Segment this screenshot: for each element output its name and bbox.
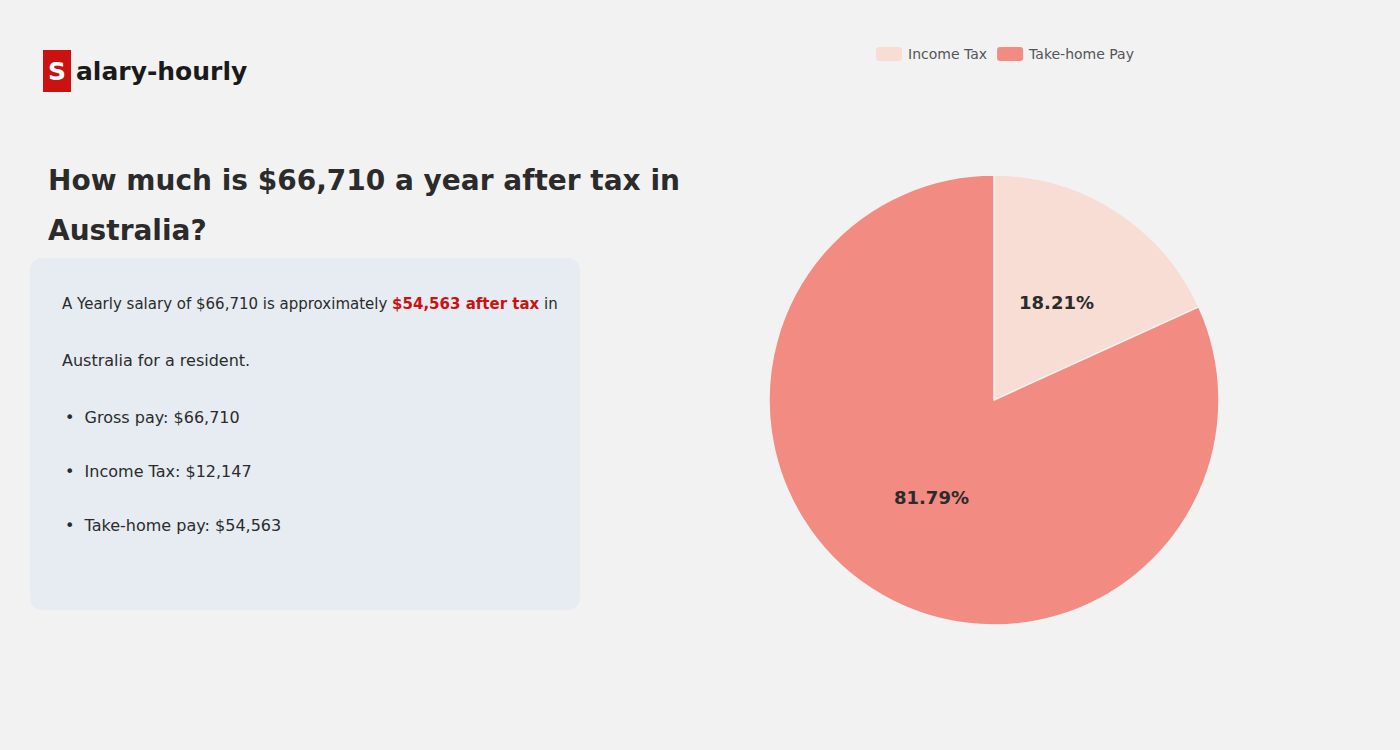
svg-text:• Gross pay: $66,710: • Gross pay: $66,710 <box>65 408 240 427</box>
svg-text:in: in <box>539 295 557 313</box>
svg-text:Take-home Pay: Take-home Pay <box>1028 46 1134 62</box>
svg-text:81.79%: 81.79% <box>894 487 969 508</box>
svg-text:18.21%: 18.21% <box>1019 292 1094 313</box>
svg-text:How much is $66,710 a year aft: How much is $66,710 a year after tax in <box>48 164 680 197</box>
svg-text:S: S <box>48 57 66 86</box>
svg-text:Australia?: Australia? <box>48 214 207 247</box>
svg-text:A Yearly salary of $66,710 is: A Yearly salary of $66,710 is approximat… <box>62 295 392 313</box>
svg-text:• Take-home pay: $54,563: • Take-home pay: $54,563 <box>65 516 281 535</box>
svg-text:Australia for a resident.: Australia for a resident. <box>62 351 250 370</box>
svg-text:Income Tax: Income Tax <box>908 46 987 62</box>
svg-text:• Income Tax: $12,147: • Income Tax: $12,147 <box>65 462 252 481</box>
svg-text:alary-hourly: alary-hourly <box>76 57 247 86</box>
svg-text:$54,563 after tax: $54,563 after tax <box>392 295 539 313</box>
